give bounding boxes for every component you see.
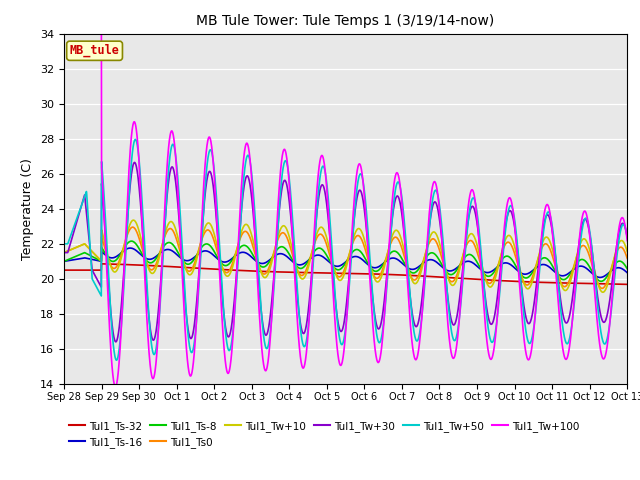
Y-axis label: Temperature (C): Temperature (C) xyxy=(22,158,35,260)
Text: MB_tule: MB_tule xyxy=(70,44,120,58)
Legend: Tul1_Ts-32, Tul1_Ts-16, Tul1_Ts-8, Tul1_Ts0, Tul1_Tw+10, Tul1_Tw+30, Tul1_Tw+50,: Tul1_Ts-32, Tul1_Ts-16, Tul1_Ts-8, Tul1_… xyxy=(69,421,579,448)
Title: MB Tule Tower: Tule Temps 1 (3/19/14-now): MB Tule Tower: Tule Temps 1 (3/19/14-now… xyxy=(196,14,495,28)
